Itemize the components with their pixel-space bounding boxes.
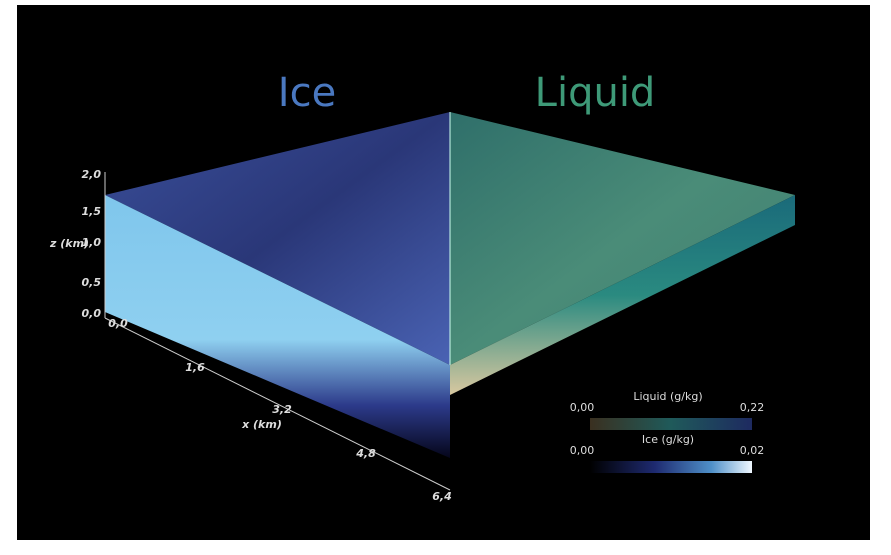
z-axis-label: z (km) (49, 237, 89, 250)
title-liquid: Liquid (535, 70, 656, 116)
liquid-front-face (450, 195, 795, 395)
z-tick-label: 2,0 (82, 168, 102, 181)
ice-top-face (105, 112, 450, 365)
colorbar-label: Ice (g/kg) (642, 433, 694, 446)
z-tick-label: 0,5 (82, 276, 102, 289)
colorbar-min: 0,00 (570, 401, 595, 414)
colorbar-max: 0,02 (740, 444, 765, 457)
x-axis-line (104, 317, 451, 491)
colorbar-ice (590, 461, 752, 473)
x-tick-label: 6,4 (432, 490, 452, 503)
title-ice: Ice (278, 70, 336, 116)
colorbar-max: 0,22 (740, 401, 765, 414)
x-axis-label: x (km) (241, 418, 282, 431)
colorbar-min: 0,00 (570, 444, 595, 457)
x-tick-label: 1,6 (185, 361, 205, 374)
x-tick-label: 4,8 (355, 447, 376, 460)
x-tick-label: 0,0 (108, 317, 128, 330)
z-tick-label: 0,0 (82, 307, 102, 320)
x-tick-label: 3,2 (272, 403, 292, 416)
liquid-top-face (450, 112, 795, 365)
colorbar-liquid (590, 418, 752, 430)
z-tick-label: 1,0 (82, 236, 102, 249)
ice-front-face (105, 195, 450, 458)
z-tick-label: 1,5 (82, 205, 102, 218)
colorbar-label: Liquid (g/kg) (633, 390, 702, 403)
